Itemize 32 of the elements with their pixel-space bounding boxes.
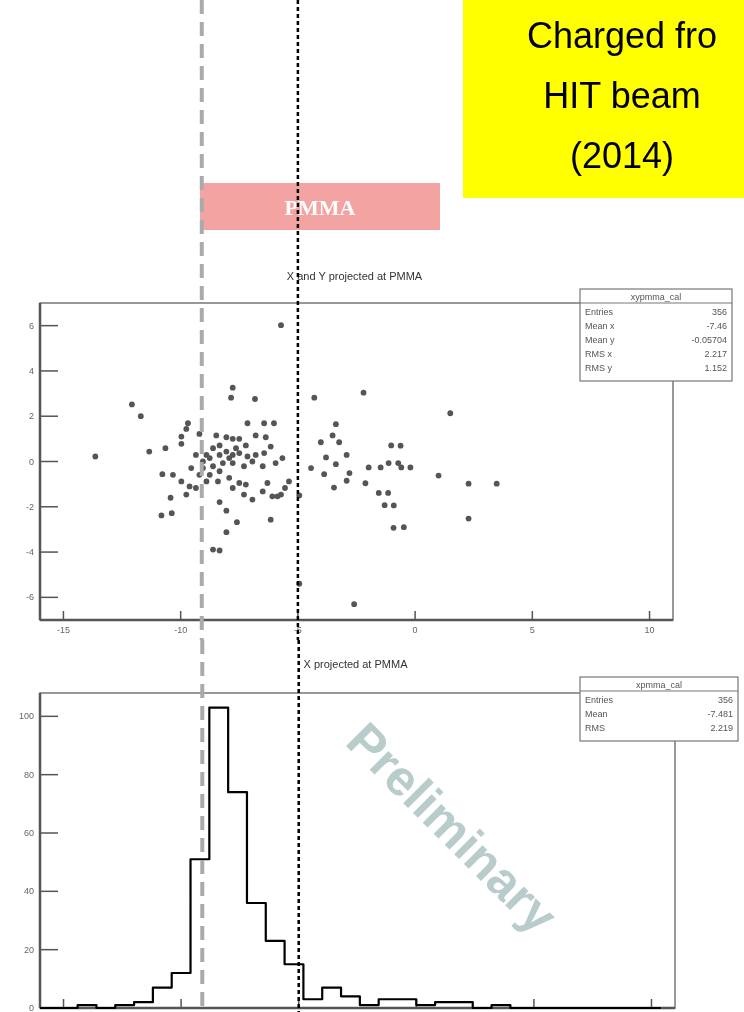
x-tick-label: 5 [529,625,535,635]
y-tick-label: 0 [28,456,34,467]
y-tick-label: 0 [28,1003,34,1012]
y-tick-label: 2 [28,411,34,422]
y-tick-label: 100 [18,711,34,722]
y-tick-label: 6 [28,320,34,331]
text: PMMA [284,195,356,220]
text: RMS x 2.217 [585,349,727,359]
text: Mean -7.481 [585,709,733,719]
x-tick-label: -10 [174,625,188,635]
y-tick-label: 80 [23,769,34,780]
x-tick-label: -15 [56,625,70,635]
y-tick-label: 20 [23,944,34,955]
y-tick-label: 60 [23,828,34,838]
text: RMS 2.219 [585,723,733,733]
x-tick-label: 10 [644,625,655,635]
text: Entries 356 [585,695,733,705]
text: RMS y 1.152 [585,363,727,373]
text: Charged fro HIT beam (2014) [526,15,718,176]
text: Mean y -0.05704 [585,335,727,345]
text: xypmma_cal [630,292,682,302]
text: Entries 356 [585,307,727,317]
text: xpmma_cal [635,680,683,690]
x-tick-label: 0 [412,625,418,635]
y-tick-label: -6 [25,592,34,603]
text: Mean x -7.46 [585,321,727,331]
y-tick-label: 4 [28,365,34,376]
y-tick-label: 40 [23,886,34,897]
y-tick-label: -4 [25,547,34,558]
chart-title: X projected at PMMA [303,658,409,670]
y-tick-label: -2 [25,501,34,512]
chart-title: X and Y projected at PMMA [286,270,423,282]
